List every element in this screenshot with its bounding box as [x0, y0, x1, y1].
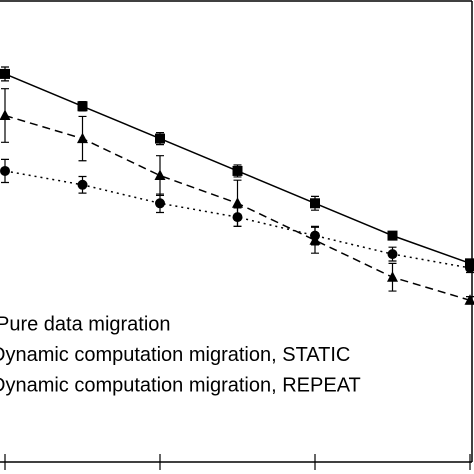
- marker: [232, 197, 243, 208]
- legend-label: Pure data migration: [0, 313, 171, 335]
- marker: [0, 109, 11, 120]
- legend-label: Dynamic computation migration, REPEAT: [0, 374, 361, 396]
- marker: [464, 294, 474, 305]
- marker: [155, 198, 165, 209]
- marker: [387, 271, 398, 282]
- marker: [0, 165, 10, 176]
- marker: [387, 249, 398, 260]
- legend-label: Dynamic computation migration, STATIC: [0, 344, 350, 366]
- marker: [77, 179, 88, 190]
- marker: [155, 133, 165, 144]
- marker: [465, 262, 474, 273]
- marker: [387, 230, 398, 241]
- marker: [310, 230, 320, 241]
- marker: [77, 101, 88, 112]
- marker: [0, 68, 10, 79]
- marker: [154, 169, 166, 181]
- marker: [310, 198, 320, 209]
- marker: [232, 212, 243, 223]
- marker: [232, 165, 243, 176]
- marker: [77, 132, 88, 144]
